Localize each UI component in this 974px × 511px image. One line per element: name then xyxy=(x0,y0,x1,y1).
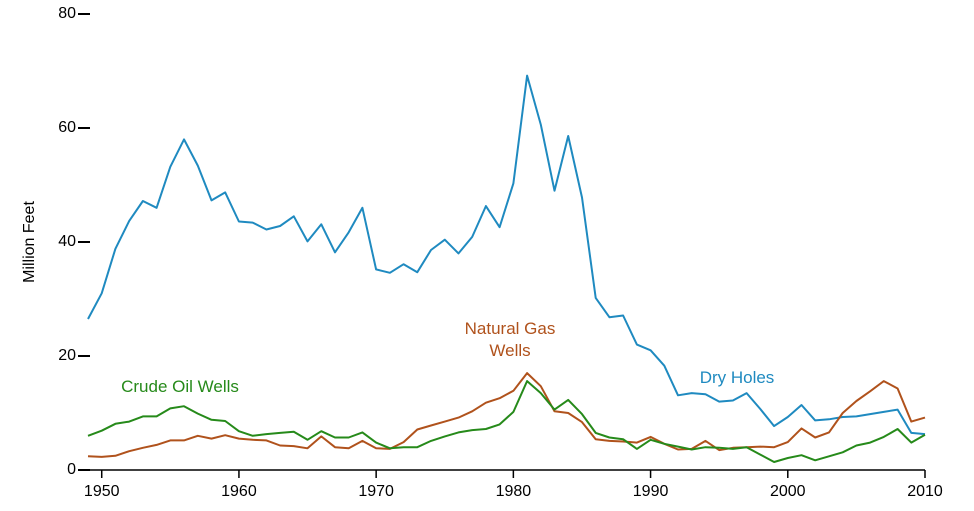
series-label: Dry Holes xyxy=(699,368,775,387)
x-tick-label: 2010 xyxy=(907,483,943,500)
series-line xyxy=(87,380,926,463)
y-tick-label: 60 xyxy=(58,119,76,136)
y-axis-label: Million Feet xyxy=(21,201,38,283)
x-tick-label: 1990 xyxy=(633,483,669,500)
series-label: Natural Gas Wells xyxy=(464,319,556,360)
y-tick-label: 20 xyxy=(58,347,76,364)
series-line xyxy=(87,74,926,436)
series-line xyxy=(87,372,926,458)
x-tick-label: 1980 xyxy=(496,483,532,500)
y-tick-label: 80 xyxy=(58,5,76,22)
series-label: Crude Oil Wells xyxy=(121,377,239,396)
x-tick-label: 1950 xyxy=(84,483,120,500)
x-tick-label: 1970 xyxy=(358,483,394,500)
y-tick-label: 40 xyxy=(58,233,76,250)
y-tick-label: 0 xyxy=(67,461,76,478)
x-tick-label: 1960 xyxy=(221,483,257,500)
x-tick-label: 2000 xyxy=(770,483,806,500)
